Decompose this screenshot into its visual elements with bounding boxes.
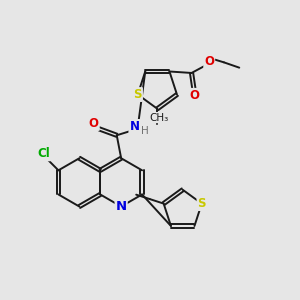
Text: Cl: Cl bbox=[37, 147, 50, 160]
Text: O: O bbox=[190, 89, 200, 102]
Text: S: S bbox=[134, 88, 142, 101]
Text: CH₃: CH₃ bbox=[149, 112, 169, 123]
Text: S: S bbox=[197, 197, 206, 210]
Text: H: H bbox=[141, 126, 149, 136]
Text: O: O bbox=[204, 55, 214, 68]
Text: O: O bbox=[89, 117, 99, 130]
Text: N: N bbox=[116, 200, 127, 213]
Text: N: N bbox=[129, 120, 140, 133]
